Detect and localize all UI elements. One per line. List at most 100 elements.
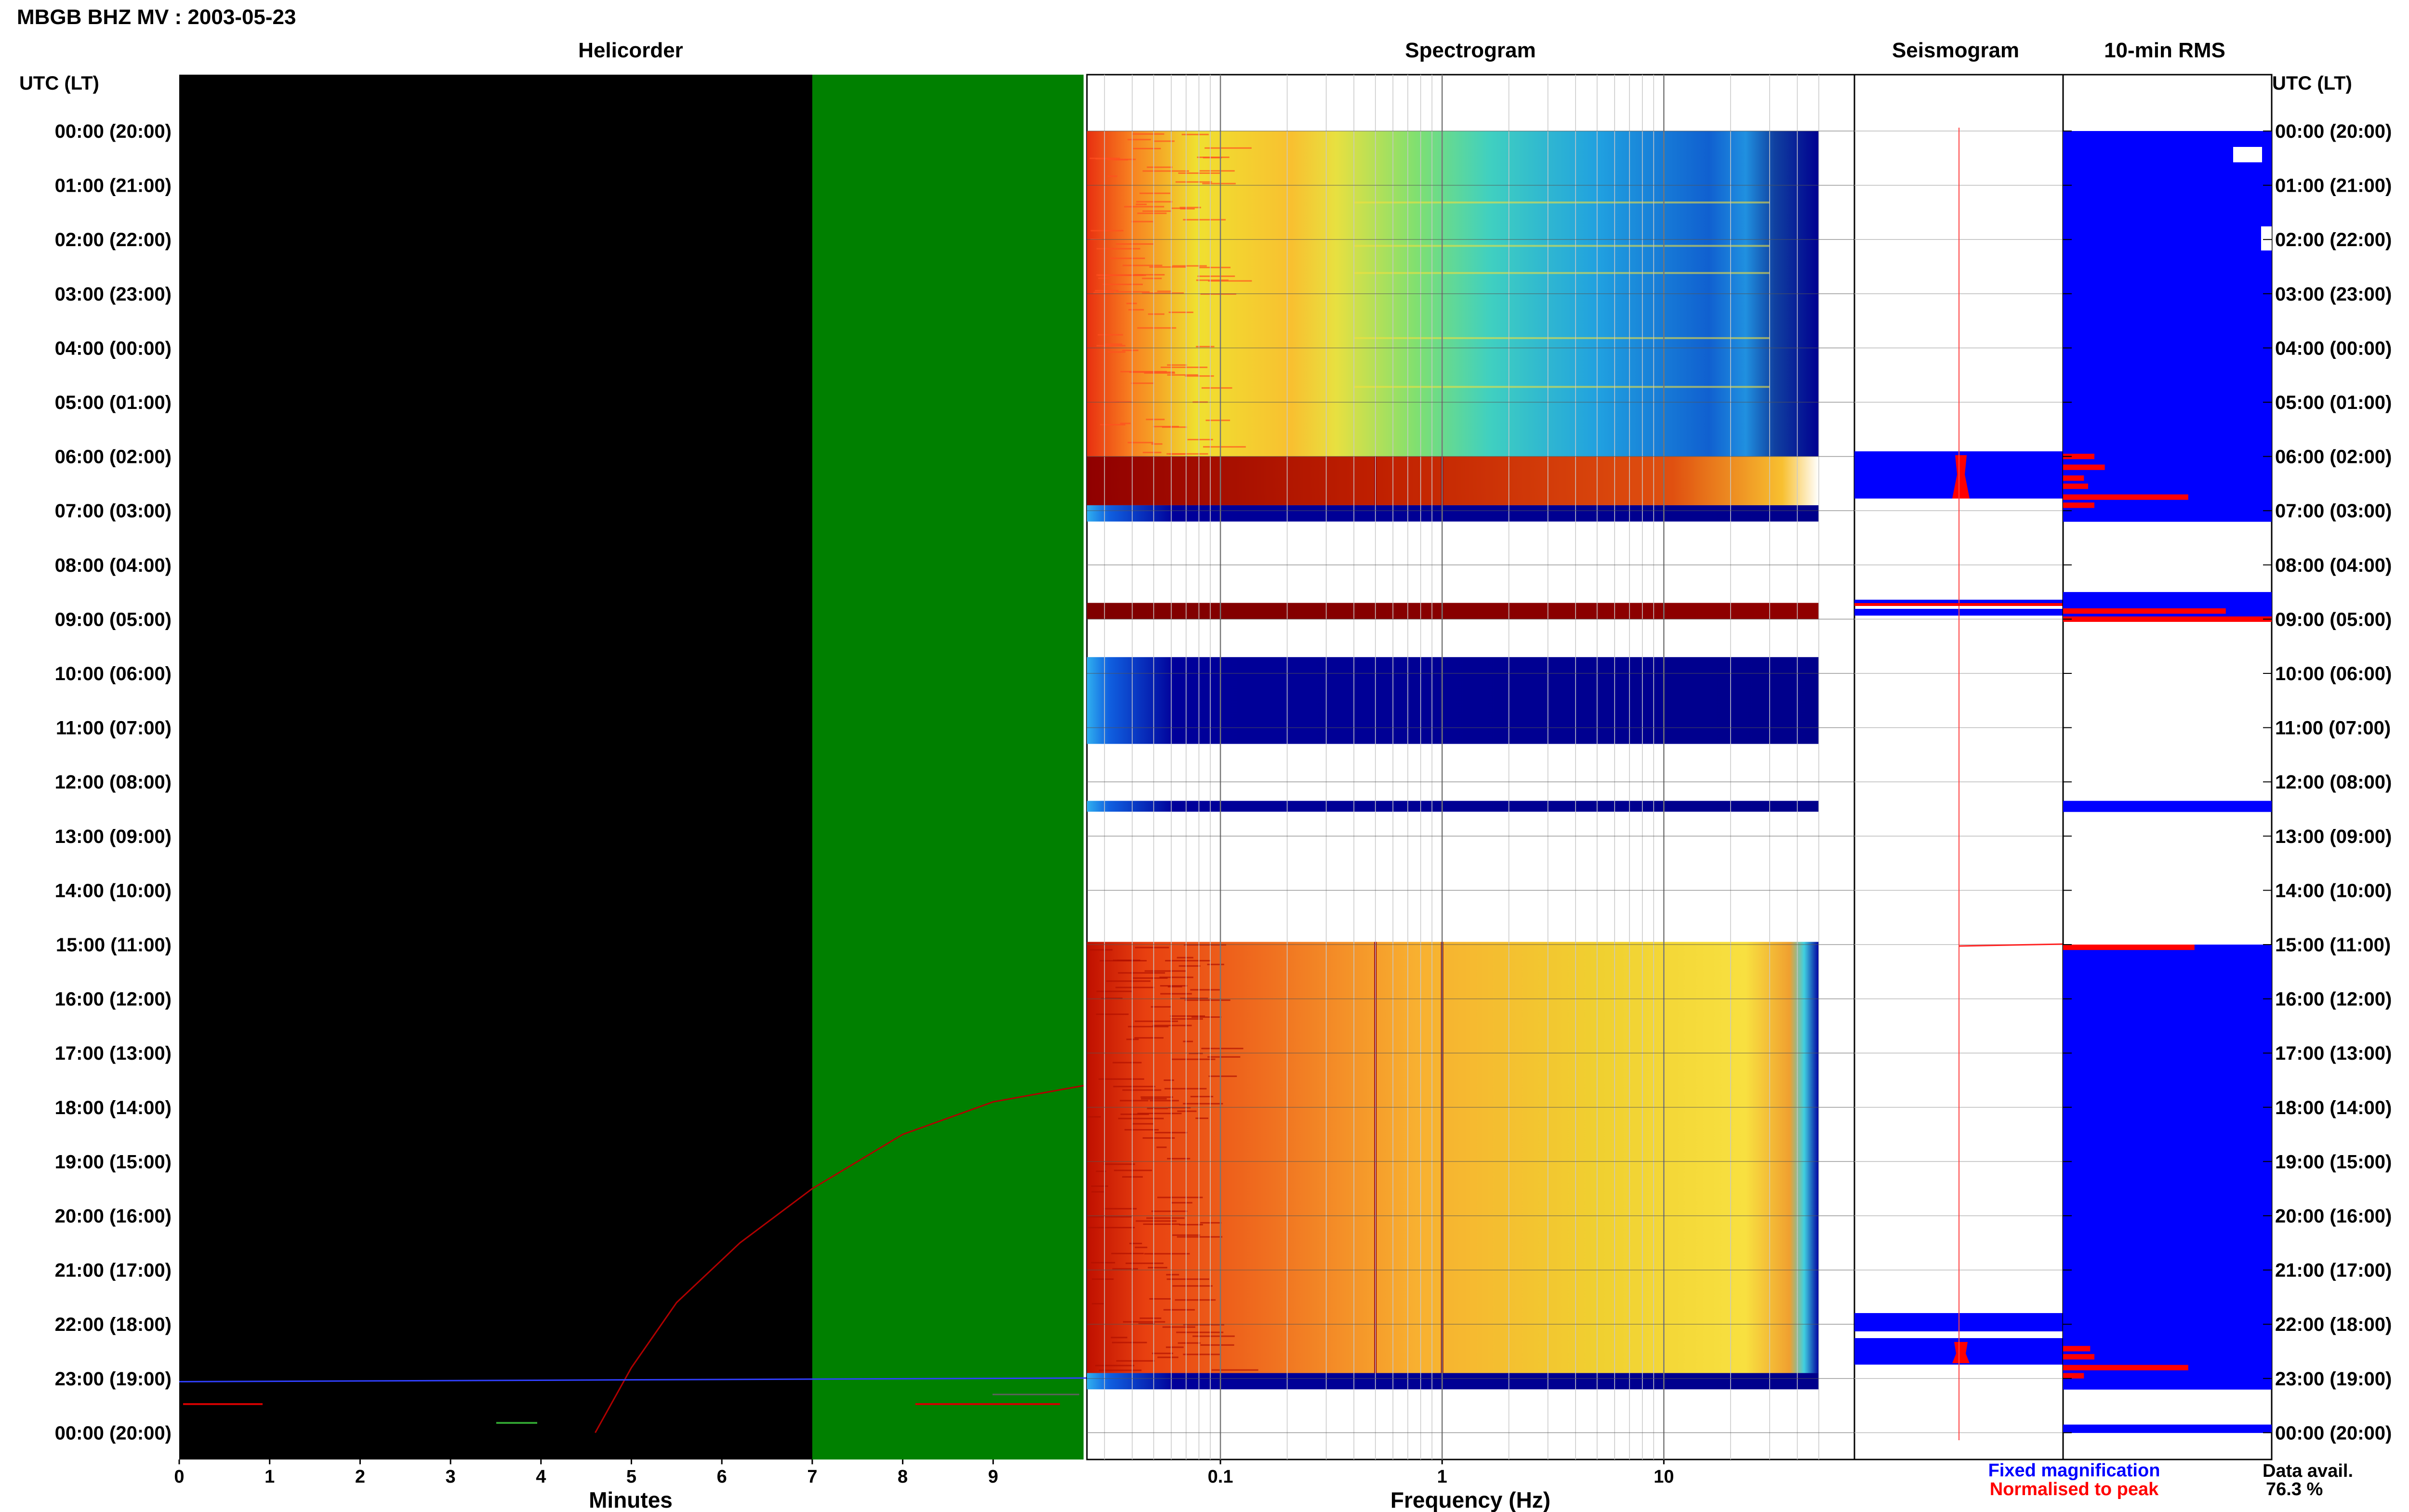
spectrogram-streak — [1135, 947, 1169, 948]
spectrogram-band — [1354, 386, 1770, 388]
time-label-right: 00:00 (20:00) — [2275, 1422, 2392, 1444]
spectrogram-tick-label: 0.1 — [1208, 1467, 1233, 1487]
spectrogram-streak — [1112, 1268, 1138, 1270]
spectrogram-streak — [1096, 1013, 1129, 1015]
rms-fixed-bar — [2063, 1107, 2272, 1117]
spectrogram-streak — [1101, 997, 1123, 999]
rms-fixed-bar — [2063, 465, 2272, 475]
helicorder-tick-label: 9 — [988, 1467, 998, 1487]
time-label-right: 23:00 (19:00) — [2275, 1368, 2392, 1390]
rms-fixed-bar — [2063, 393, 2272, 403]
spectrogram-streak — [1137, 327, 1177, 329]
spectrogram-streak — [1096, 990, 1132, 992]
time-label-left: 08:00 (04:00) — [55, 555, 172, 576]
helicorder-red-trace — [595, 1085, 1084, 1433]
rms-normalised-bar — [2063, 1346, 2091, 1352]
seismogram-red-step — [1959, 943, 2064, 947]
spectrogram-block — [1087, 505, 1819, 522]
spectrogram-streak — [1134, 1037, 1164, 1039]
spectrogram-streak — [1093, 291, 1114, 293]
rms-fixed-bar — [2063, 801, 2272, 810]
time-label-left: 11:00 (07:00) — [56, 718, 172, 739]
spectrogram-streak — [1142, 170, 1189, 172]
seismogram-red-drum-06 — [1952, 455, 1970, 499]
spectrogram-streak — [1166, 1278, 1209, 1280]
spectrogram-streak — [1199, 170, 1235, 172]
spectrogram-streak — [1142, 1137, 1175, 1139]
time-label-left: 06:00 (02:00) — [55, 447, 172, 468]
spectrogram-streak — [1120, 1113, 1149, 1115]
spectrogram-streak — [1175, 181, 1212, 183]
rms-fixed-bar — [2063, 1315, 2272, 1325]
spectrogram-tick-label: 10 — [1654, 1467, 1674, 1487]
helicorder-title: Helicorder — [578, 39, 683, 62]
time-label-right: 01:00 (21:00) — [2275, 175, 2392, 197]
spectrogram-streak — [1171, 1202, 1192, 1204]
time-label-left: 18:00 (14:00) — [55, 1097, 172, 1118]
spectrogram-streak — [1151, 1210, 1188, 1212]
rms-fixed-bar — [2063, 1080, 2272, 1090]
rms-fixed-bar — [2063, 293, 2272, 303]
rms-normalised-bar — [2063, 475, 2084, 481]
spectrogram-streak — [1118, 1118, 1164, 1119]
rms-fixed-bar — [2063, 203, 2272, 213]
spectrogram-streak — [1204, 147, 1252, 149]
spectrogram-block — [1087, 456, 1819, 505]
spectrogram-streak — [1163, 1309, 1195, 1311]
spectrogram-streak — [1157, 1356, 1178, 1358]
time-label-left: 14:00 (10:00) — [55, 880, 172, 901]
spectrogram-streak — [1134, 1020, 1178, 1022]
spectrogram-streak — [1116, 1360, 1155, 1362]
spectrogram-streak — [1113, 1086, 1156, 1088]
spectrogram-streak — [1102, 283, 1143, 285]
spectrogram-streak — [1144, 372, 1175, 374]
spectrogram-streak — [1200, 1344, 1234, 1346]
rms-fixed-bar — [2063, 1071, 2272, 1080]
rms-fixed-bar — [2063, 131, 2272, 141]
spectrogram-streak — [1132, 133, 1165, 135]
rms-fixed-bar — [2063, 1134, 2272, 1144]
spectrogram-streak — [1196, 346, 1215, 348]
spectrogram-streak — [1151, 1006, 1172, 1008]
spectrogram-streak — [1115, 986, 1155, 988]
spectrogram-streak — [1127, 442, 1154, 444]
spectrogram-streak — [1128, 309, 1144, 311]
spectrogram-streak — [1201, 387, 1232, 389]
spectrogram-streak — [1199, 266, 1231, 268]
rms-fixed-bar — [2063, 348, 2272, 357]
spectrogram-streak — [1162, 1326, 1195, 1328]
spectrogram-streak — [1167, 1157, 1191, 1159]
spectrogram-streak — [1099, 1369, 1142, 1371]
spectrogram-streak — [1131, 221, 1153, 223]
helicorder-tick-label: 3 — [446, 1467, 456, 1487]
spectrogram-streak — [1159, 976, 1193, 978]
spectrogram-streak — [1122, 349, 1138, 351]
spectrogram-streak — [1207, 963, 1224, 965]
spectrogram-streak — [1146, 1217, 1185, 1219]
legend-fixed-magnification: Fixed magnification — [1988, 1460, 2160, 1481]
time-label-left: 16:00 (12:00) — [55, 989, 172, 1010]
spectrogram-streak — [1095, 158, 1112, 159]
spectrogram-streak — [1111, 1252, 1144, 1254]
time-label-left: 09:00 (05:00) — [55, 609, 172, 630]
rms-fixed-bar — [2063, 1035, 2272, 1044]
spectrogram-streak — [1170, 1018, 1203, 1020]
rms-fixed-bar — [2063, 1044, 2272, 1053]
spectrogram-streak — [1167, 374, 1198, 376]
spectrogram-streak — [1098, 277, 1110, 279]
spectrogram-streak — [1091, 1262, 1115, 1263]
spectrogram-streak — [1165, 1346, 1184, 1348]
rms-fixed-bar — [2063, 1207, 2272, 1216]
helicorder-tick-label: 1 — [265, 1467, 275, 1487]
rms-fixed-bar — [2063, 248, 2272, 258]
spectrogram-streak — [1179, 1223, 1203, 1225]
spectrogram-streak — [1160, 993, 1192, 995]
time-label-right: 09:00 (05:00) — [2275, 609, 2392, 630]
helicorder-tick-label: 6 — [717, 1467, 727, 1487]
spectrogram-title: Spectrogram — [1405, 39, 1535, 62]
time-label-right: 03:00 (23:00) — [2275, 284, 2392, 305]
time-label-right: 21:00 (17:00) — [2275, 1260, 2392, 1281]
rms-fixed-bar — [2063, 429, 2272, 439]
spectrogram-streak — [1172, 265, 1207, 267]
seismogram-panel: Fixed magnification Normalised to peak — [1853, 74, 2160, 1499]
